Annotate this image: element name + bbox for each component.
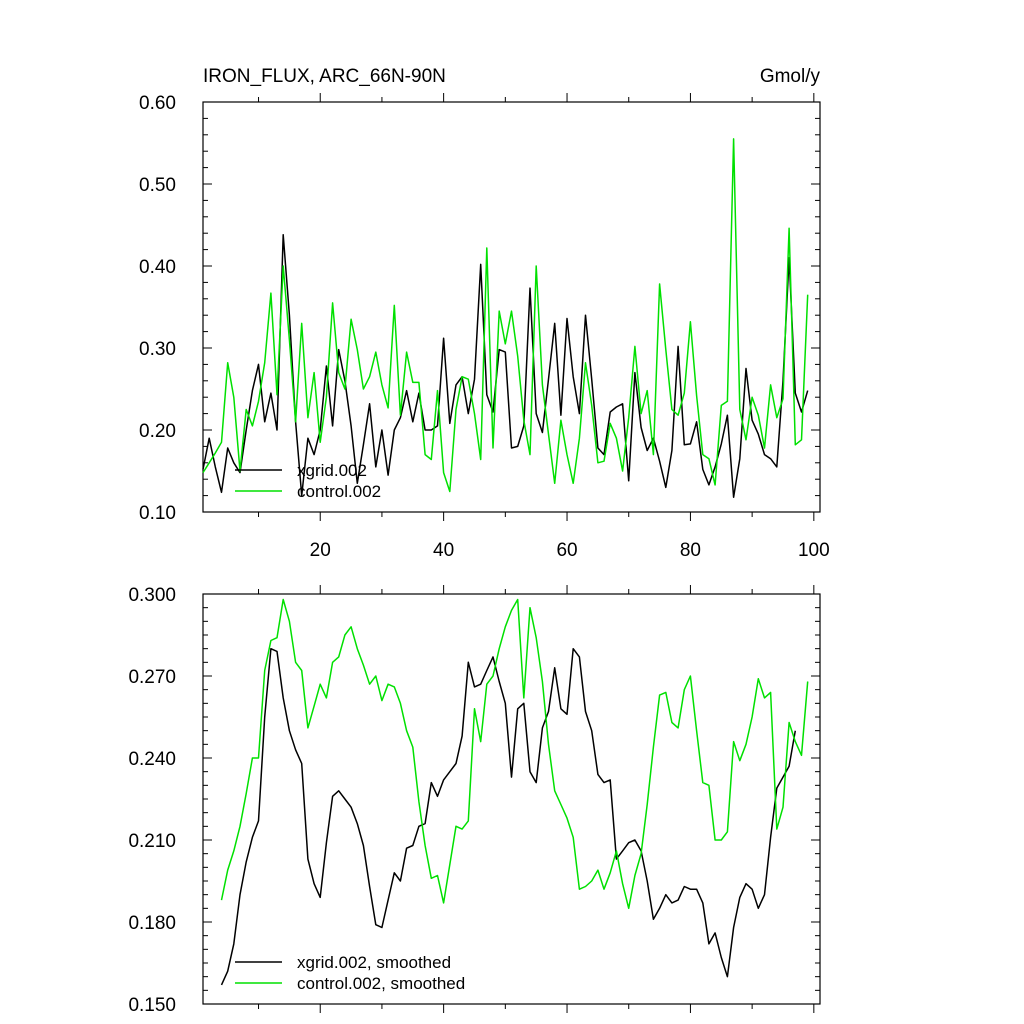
raw-xtick-label: 100 <box>798 540 830 561</box>
smoothed-flux-panel: 0.150 0.180 0.210 0.240 0.270 0.300 xgrid.002… <box>128 585 821 1016</box>
smoothed-ytick-label: 0.270 <box>128 667 176 688</box>
raw-ytick-label: 0.50 <box>139 175 176 196</box>
smoothed-flux-plot-frame <box>202 593 821 1005</box>
raw-ytick-label: 0.10 <box>139 503 176 524</box>
smoothed-series-xgrid-line <box>220 647 797 986</box>
smoothed-legend-label-xgrid: xgrid.002, smoothed <box>297 953 451 972</box>
figure-title: IRON_FLUX, ARC_66N-90N <box>203 66 446 87</box>
raw-flux-plot-frame <box>202 101 821 513</box>
figure-units: Gmol/y <box>760 66 821 87</box>
raw-ytick-label: 0.60 <box>139 93 176 114</box>
smoothed-flux-ticks: 0.150 0.180 0.210 0.240 0.270 0.300 <box>128 585 820 1016</box>
smoothed-legend-label-control: control.002, smoothed <box>297 974 465 993</box>
smoothed-ytick-label: 0.240 <box>128 749 176 770</box>
smoothed-series-control-line <box>220 598 809 910</box>
raw-series-control-line <box>202 138 809 493</box>
raw-flux-panel: 0.10 0.20 0.30 0.40 0.50 0.60 20 40 60 80 100 xgri… <box>139 93 830 561</box>
raw-flux-legend: xgrid.002 control.002 <box>235 461 381 501</box>
raw-flux-series <box>202 138 809 498</box>
raw-ytick-label: 0.20 <box>139 421 176 442</box>
raw-ytick-label: 0.40 <box>139 257 176 278</box>
smoothed-ytick-label: 0.180 <box>128 913 176 934</box>
raw-legend-label-control: control.002 <box>297 482 381 501</box>
smoothed-flux-series <box>220 598 809 986</box>
raw-xtick-label: 80 <box>680 540 701 561</box>
raw-legend-label-xgrid: xgrid.002 <box>297 461 367 480</box>
raw-xtick-label: 60 <box>556 540 577 561</box>
smoothed-ytick-label: 0.150 <box>128 995 176 1016</box>
raw-ytick-label: 0.30 <box>139 339 176 360</box>
raw-xtick-label: 20 <box>310 540 331 561</box>
smoothed-ytick-label: 0.210 <box>128 831 176 852</box>
raw-xtick-label: 40 <box>433 540 454 561</box>
raw-series-xgrid-line <box>202 234 809 498</box>
smoothed-ytick-label: 0.300 <box>128 585 176 606</box>
raw-flux-ticks: 0.10 0.20 0.30 0.40 0.50 0.60 20 40 60 80 100 <box>139 93 830 561</box>
smoothed-flux-legend: xgrid.002, smoothed control.002, smoothed <box>235 953 465 993</box>
